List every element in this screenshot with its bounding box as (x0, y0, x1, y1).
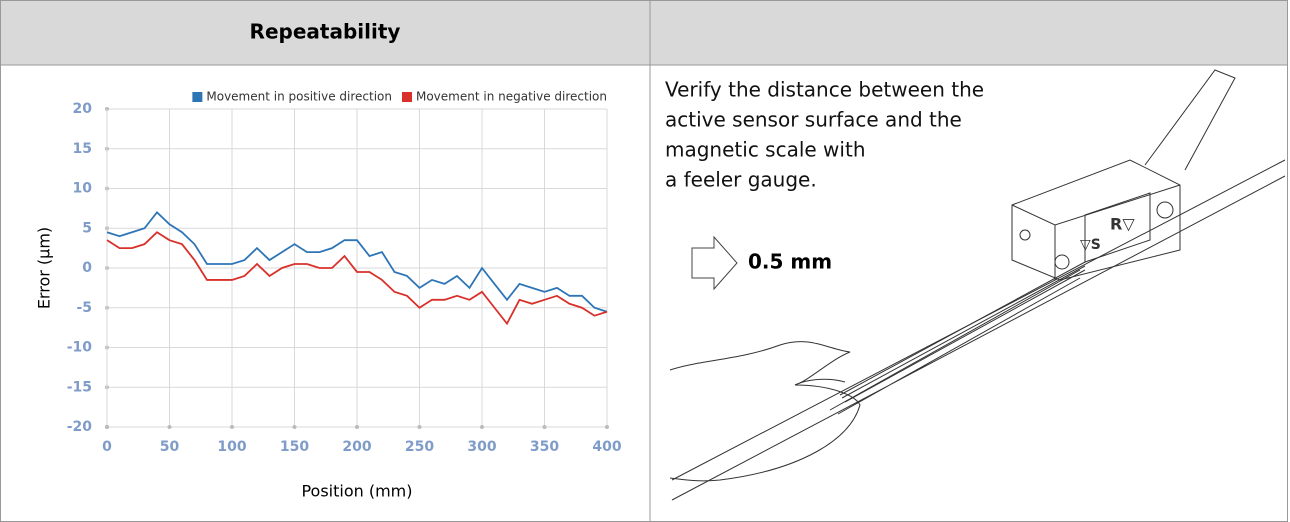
legend-swatch (402, 92, 412, 102)
tick-mark (418, 425, 422, 429)
x-tick-label: 200 (342, 439, 371, 455)
y-tick-label: -10 (67, 340, 93, 356)
x-tick-label: 100 (217, 439, 246, 455)
x-tick-label: 0 (102, 439, 112, 455)
note-line: a feeler gauge. (665, 168, 817, 192)
note-line: magnetic scale with (665, 138, 866, 162)
illustration-mark: ▽S (1080, 237, 1101, 253)
x-tick-label: 350 (530, 439, 559, 455)
note-line: active sensor surface and the (665, 108, 962, 132)
x-tick-label: 250 (405, 439, 434, 455)
x-tick-label: 300 (467, 439, 496, 455)
y-tick-label: 0 (82, 260, 92, 276)
header-row (1, 1, 1288, 65)
legend-label: Movement in negative direction (416, 90, 607, 104)
y-tick-label: 20 (73, 101, 93, 117)
tick-mark (480, 425, 484, 429)
y-tick-label: -20 (67, 419, 93, 435)
y-tick-label: 15 (73, 141, 92, 157)
document: Repeatability -20-15-10-5051015200501001… (0, 0, 1290, 522)
y-axis-label: Error (µm) (35, 227, 54, 309)
legend-label: Movement in positive direction (206, 90, 392, 104)
page: Repeatability -20-15-10-5051015200501001… (0, 0, 1290, 522)
note-line: Verify the distance between the (665, 78, 984, 102)
tick-mark (543, 425, 547, 429)
callout: 0.5 mm (748, 250, 832, 274)
y-tick-label: 5 (82, 220, 92, 236)
y-tick-label: 10 (73, 181, 93, 197)
background (0, 0, 1290, 522)
header-title: Repeatability (250, 20, 401, 44)
tick-mark (168, 425, 172, 429)
tick-mark (293, 425, 297, 429)
tick-mark (605, 425, 609, 429)
illustration-mark: R▽ (1110, 215, 1135, 234)
y-tick-label: -15 (67, 379, 92, 395)
x-tick-label: 400 (592, 439, 621, 455)
x-axis-label: Position (mm) (301, 482, 412, 501)
tick-mark (105, 425, 109, 429)
y-tick-label: -5 (76, 300, 92, 316)
legend-swatch (192, 92, 202, 102)
tick-mark (230, 425, 234, 429)
tick-mark (355, 425, 359, 429)
x-tick-label: 150 (280, 439, 309, 455)
x-tick-label: 50 (160, 439, 180, 455)
